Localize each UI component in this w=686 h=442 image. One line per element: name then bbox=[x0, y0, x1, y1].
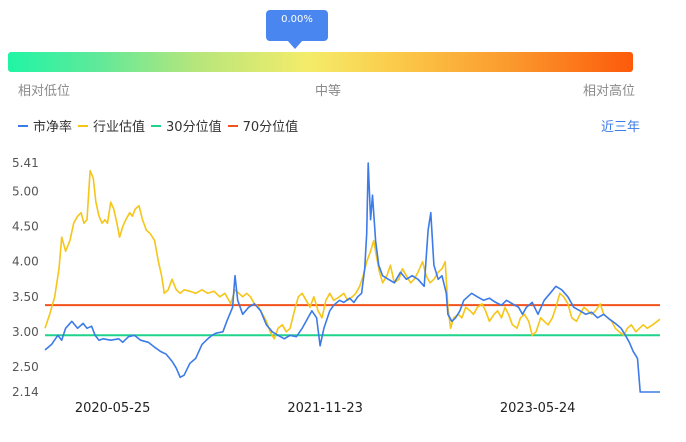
legend-item-pb[interactable]: 市净率 bbox=[18, 116, 72, 135]
mid-label: 中等 bbox=[315, 84, 342, 99]
y-tick-label: 3.50 bbox=[12, 290, 39, 304]
legend-item-p30[interactable]: 30分位值 bbox=[151, 116, 222, 135]
chart-legend: 市净率 行业估值 30分位值 70分位值 bbox=[18, 116, 304, 135]
high-label: 相对高位 bbox=[583, 84, 636, 99]
legend-swatch-industry bbox=[78, 124, 89, 127]
y-tick-label: 2.50 bbox=[12, 360, 39, 374]
x-tick-label: 2020-05-25 bbox=[75, 401, 151, 416]
legend-label-industry: 行业估值 bbox=[93, 120, 146, 135]
legend-label-pb: 市净率 bbox=[33, 120, 73, 135]
y-tick-label: 5.41 bbox=[12, 156, 39, 170]
period-selector[interactable]: 近三年 bbox=[600, 120, 640, 135]
low-label: 相对低位 bbox=[18, 84, 71, 99]
percentile-gradient-bar bbox=[8, 52, 633, 72]
legend-swatch-p30 bbox=[151, 124, 162, 127]
legend-swatch-p70 bbox=[227, 124, 238, 127]
y-tick-label: 5.00 bbox=[12, 185, 39, 199]
x-tick-label: 2023-05-24 bbox=[500, 401, 576, 416]
x-tick-label: 2021-11-23 bbox=[287, 401, 363, 416]
y-axis-ticks: 5.41 5.00 4.50 4.00 3.50 3.00 2.50 2.14 bbox=[12, 156, 39, 399]
y-tick-label: 4.00 bbox=[12, 255, 39, 269]
legend-label-p70: 70分位值 bbox=[242, 120, 299, 135]
x-axis-ticks: 2020-05-25 2021-11-23 2023-05-24 bbox=[75, 401, 576, 416]
industry-valuation-line bbox=[44, 169, 661, 340]
y-tick-label: 4.50 bbox=[12, 220, 39, 234]
legend-item-p70[interactable]: 70分位值 bbox=[227, 116, 299, 135]
percentile-value: 0.00% bbox=[281, 14, 313, 25]
legend-swatch-pb bbox=[18, 124, 28, 127]
percentile-bubble-pointer bbox=[287, 40, 303, 49]
legend-label-p30: 30分位值 bbox=[166, 120, 222, 135]
pb-ratio-line bbox=[44, 162, 660, 393]
y-tick-label: 3.00 bbox=[12, 325, 39, 339]
percentile-bubble: 0.00% bbox=[266, 10, 328, 41]
legend-item-industry[interactable]: 行业估值 bbox=[78, 116, 145, 135]
y-tick-label: 2.14 bbox=[12, 385, 39, 399]
